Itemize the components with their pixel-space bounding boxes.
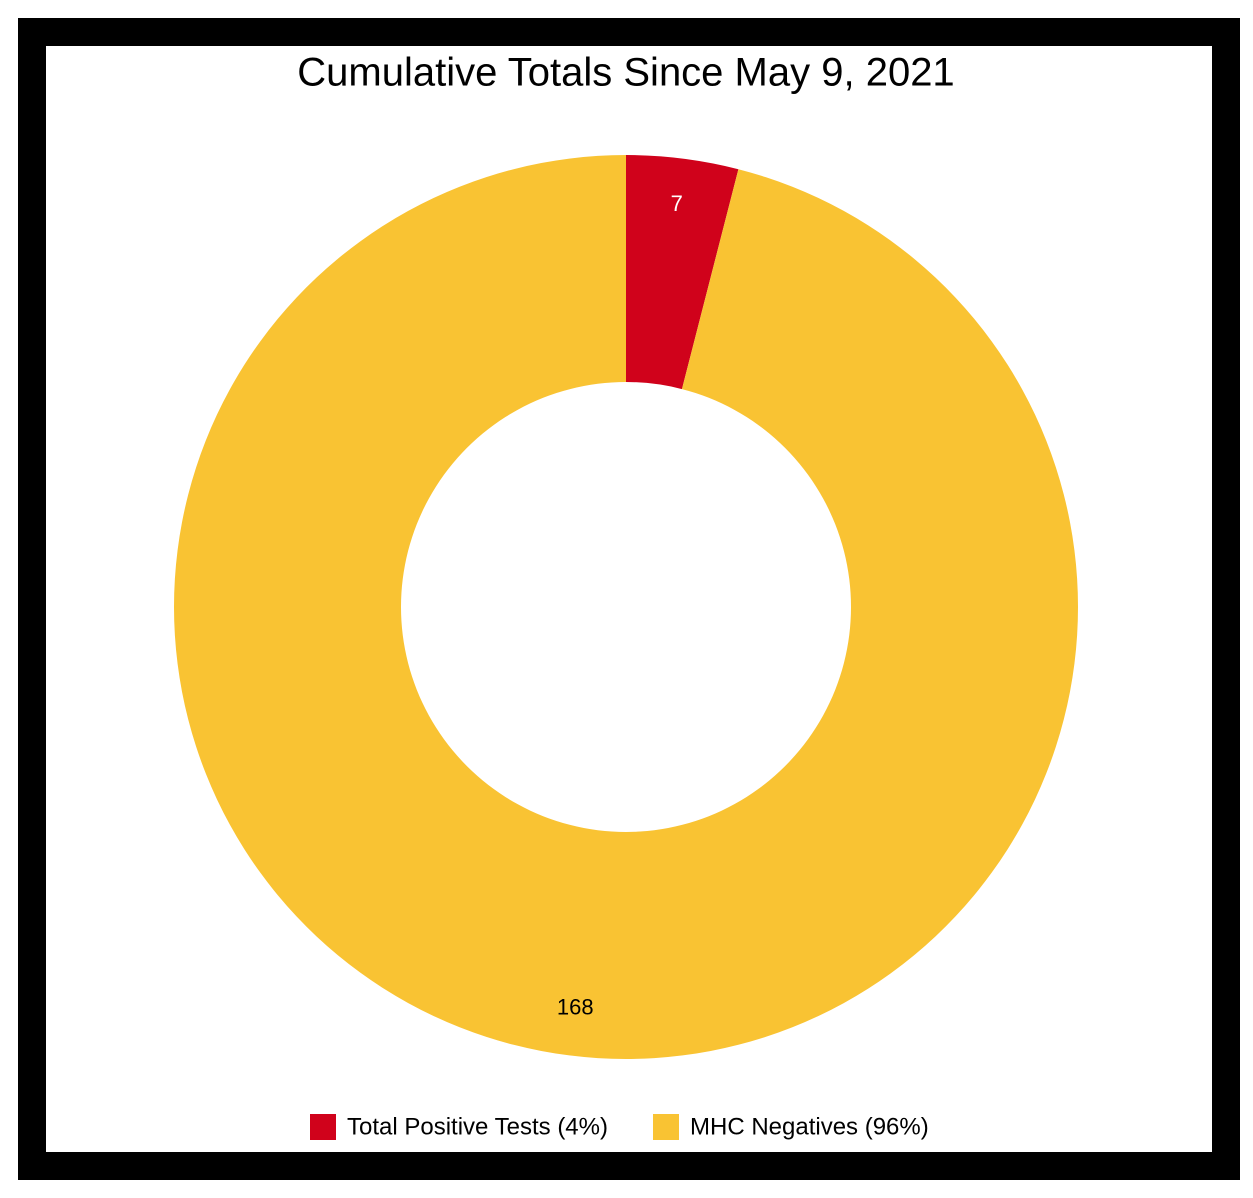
chart-title: Cumulative Totals Since May 9, 2021 — [297, 51, 954, 95]
data-label: 168 — [557, 995, 594, 1020]
donut-slice — [173, 155, 1078, 1059]
data-label: 7 — [671, 191, 683, 216]
legend-swatch — [310, 1114, 336, 1140]
legend-swatch — [653, 1114, 679, 1140]
legend-label: MHC Negatives (96%) — [690, 1113, 929, 1140]
donut-slice — [626, 155, 739, 390]
legend-label: Total Positive Tests (4%) — [347, 1113, 608, 1140]
